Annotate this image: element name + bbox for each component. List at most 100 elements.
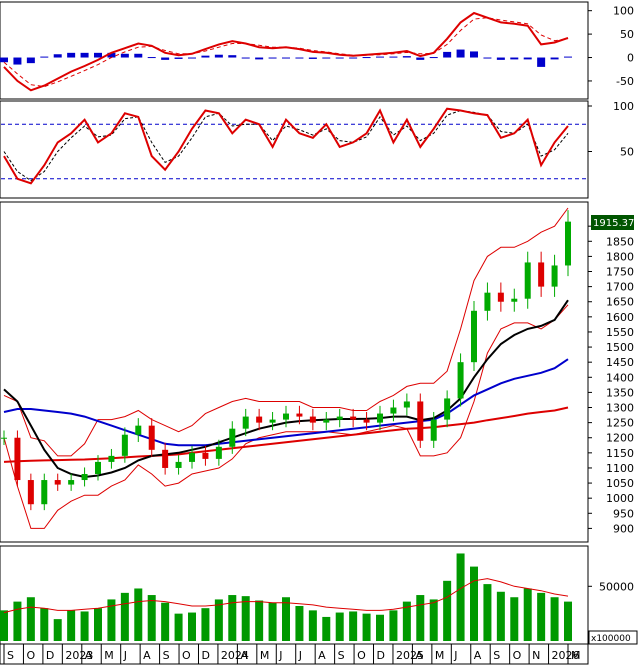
volume-bar — [241, 596, 250, 641]
macd-histogram-bar — [470, 51, 478, 58]
price-candle-body — [444, 398, 451, 420]
macd-histogram-bar — [80, 52, 89, 58]
macd-histogram-bar — [335, 57, 344, 59]
x-axis-label: J — [278, 649, 282, 662]
macd-histogram-bar — [308, 57, 317, 59]
volume-bar — [147, 595, 156, 641]
price-candle-body — [283, 413, 289, 420]
price-candle-body — [121, 434, 128, 456]
volume-bar — [67, 610, 76, 641]
volume-tick-label: 50000 — [599, 580, 634, 593]
volume-bar — [470, 566, 478, 641]
macd-histogram-bar — [510, 57, 519, 60]
x-axis-label: O — [513, 649, 522, 662]
volume-bar — [80, 611, 89, 641]
x-axis-label: M — [260, 649, 270, 662]
macd-histogram-bar — [0, 57, 8, 63]
macd-histogram-bar — [53, 54, 62, 58]
macd-histogram-bar — [483, 57, 492, 59]
macd-histogram-bar — [268, 57, 277, 59]
last-price-value: 1915.37 — [593, 218, 634, 229]
price-tick-label: 1600 — [606, 311, 634, 324]
price-candle-body — [377, 413, 383, 423]
price-candle-body — [336, 416, 343, 420]
x-axis-label: A — [85, 649, 93, 662]
x-axis-label: A — [474, 649, 482, 662]
price-candle-body — [296, 413, 303, 417]
volume-bar — [322, 616, 331, 641]
price-candle-body — [524, 262, 531, 299]
volume-bar — [389, 610, 398, 641]
price-candle-body — [1, 437, 7, 439]
volume-bar — [94, 608, 102, 641]
price-candle-body — [269, 419, 276, 423]
price-candle-body — [215, 446, 222, 459]
macd-histogram-bar — [94, 52, 102, 58]
macd-histogram-bar — [389, 56, 398, 58]
macd-histogram-bar — [147, 57, 156, 59]
price-tick-label: 1200 — [606, 432, 634, 445]
x-axis-label: A — [415, 649, 423, 662]
macd-histogram-bar — [496, 57, 505, 60]
stochastic-panel — [0, 100, 589, 199]
volume-bar — [443, 580, 452, 641]
macd-tick-label: -50 — [616, 75, 634, 88]
macd-histogram-bar — [241, 57, 250, 59]
macd-histogram-bar — [174, 57, 183, 59]
price-tick-label: 1450 — [606, 356, 634, 369]
volume-bar — [429, 599, 438, 641]
macd-tick-label: 50 — [620, 28, 634, 41]
price-candle-body — [229, 428, 236, 447]
price-candle-body — [323, 419, 330, 423]
volume-bar — [349, 611, 358, 641]
volume-bar — [255, 600, 264, 641]
macd-histogram-bar — [564, 56, 572, 58]
price-tick-label: 1700 — [606, 281, 634, 294]
macd-histogram-bar — [456, 49, 465, 58]
x-axis-label: A — [318, 649, 326, 662]
macd-line — [3, 11, 569, 92]
price-candle-body — [309, 416, 316, 423]
price-plot — [1, 207, 571, 529]
x-axis-label: 2024 — [221, 649, 249, 662]
x-axis-label: D — [46, 649, 54, 662]
macd-histogram-bar — [161, 57, 170, 60]
x-axis-label: D — [201, 649, 209, 662]
x-axis-label: D — [377, 649, 385, 662]
macd-histogram-bar — [295, 57, 304, 59]
volume-bar — [362, 613, 371, 641]
price-candle-body — [417, 401, 424, 441]
volume-bar — [537, 592, 546, 641]
macd-histogram-bar — [443, 51, 452, 58]
macd-histogram-bar — [376, 56, 384, 58]
price-tick-label: 1500 — [606, 341, 634, 354]
price-candle-body — [14, 437, 21, 481]
macd-histogram-bar — [429, 57, 438, 59]
macd-histogram-bar — [255, 57, 264, 60]
volume-bar — [295, 605, 304, 641]
x-axis-label: M — [104, 649, 114, 662]
price-candle-body — [175, 461, 182, 468]
volume-bar — [496, 591, 505, 641]
volume-bar — [53, 619, 62, 641]
volume-bar — [40, 608, 49, 641]
price-candle-body — [511, 298, 518, 302]
stochastic-tick-label: 100 — [613, 100, 634, 113]
price-candle-body — [350, 416, 357, 420]
volume-bar — [523, 588, 532, 641]
price-candle-body — [403, 401, 410, 408]
x-axis-label: M — [435, 649, 445, 662]
volume-bar — [26, 597, 35, 641]
price-tick-label: 1100 — [606, 462, 634, 475]
volume-bar — [134, 588, 143, 641]
price-candle-body — [457, 362, 464, 399]
price-tick-label: 1800 — [606, 250, 634, 263]
volume-bar — [214, 599, 223, 641]
price-candle-body — [108, 455, 115, 462]
x-axis-label: M — [571, 649, 581, 662]
macd-histogram-bar — [416, 57, 425, 60]
last-price-badge: 1915.37 — [591, 215, 634, 230]
price-tick-label: 1000 — [606, 492, 634, 505]
